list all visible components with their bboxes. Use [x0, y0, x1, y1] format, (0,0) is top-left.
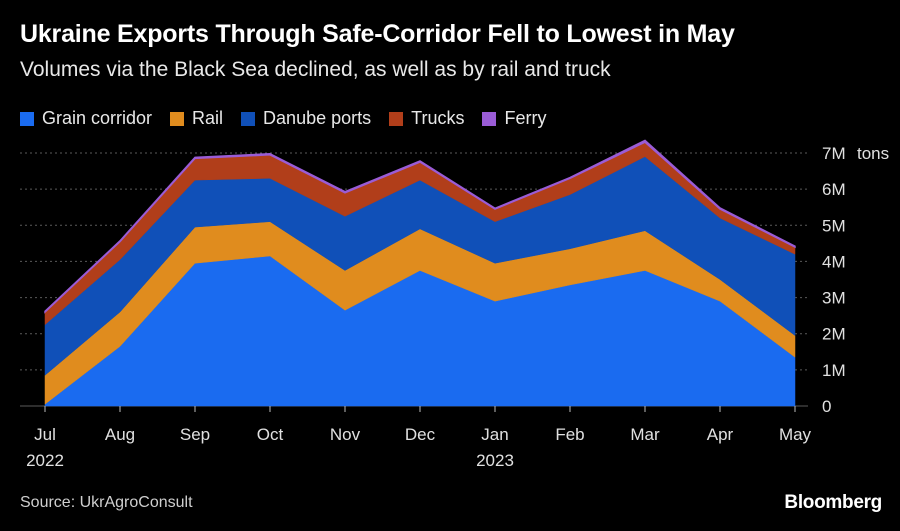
legend-label: Trucks	[411, 108, 465, 128]
source-note: Source: UkrAgroConsult	[20, 494, 193, 511]
x-tick-label: Jan	[481, 425, 508, 444]
x-tick-label: Dec	[405, 425, 436, 444]
legend-swatch	[389, 111, 404, 126]
x-tick-label: Apr	[707, 425, 734, 444]
y-tick-label: 1M	[822, 361, 846, 380]
x-tick-label: May	[779, 425, 812, 444]
y-unit-label: tons	[857, 144, 889, 163]
area-ferry	[44, 139, 796, 314]
legend-item-trucks: Trucks	[389, 108, 464, 129]
y-tick-label: 6M	[822, 180, 846, 199]
x-year-label: 2023	[476, 451, 514, 470]
legend-label: Rail	[192, 108, 224, 128]
legend-label: Grain corridor	[42, 108, 153, 128]
y-tick-label: 2M	[822, 325, 846, 344]
x-tick-label: Aug	[105, 425, 135, 444]
legend-label: Danube ports	[263, 108, 372, 128]
bloomberg-logo: Bloomberg	[784, 492, 882, 513]
x-tick-label: Oct	[257, 425, 284, 444]
legend-item-danube-ports: Danube ports	[241, 108, 371, 129]
x-tick-label: Nov	[330, 425, 361, 444]
x-axis-ticks: Jul Aug Sep Oct Nov Dec Jan Feb Mar Apr May 2022 202…	[26, 425, 811, 470]
legend-swatch	[241, 111, 256, 126]
y-axis-ticks: 0 1M 2M 3M 4M 5M 6M 7M tons	[822, 144, 889, 416]
x-tick-label: Sep	[180, 425, 210, 444]
chart-subtitle: Volumes via the Black Sea declined, as w…	[20, 58, 611, 81]
x-tick-label: Feb	[555, 425, 584, 444]
legend-swatch	[170, 111, 185, 126]
legend-swatch	[482, 111, 497, 126]
legend-item-ferry: Ferry	[482, 108, 546, 129]
y-tick-label: 4M	[822, 252, 846, 271]
legend-item-grain-corridor: Grain corridor	[20, 108, 152, 129]
y-tick-label: 7M	[822, 144, 846, 163]
y-tick-label: 0	[822, 397, 831, 416]
x-year-label: 2022	[26, 451, 64, 470]
legend: Grain corridor Rail Danube ports Trucks …	[20, 108, 546, 129]
x-tick-label: Jul	[34, 425, 56, 444]
legend-item-rail: Rail	[170, 108, 223, 129]
y-tick-label: 5M	[822, 216, 846, 235]
areas	[44, 139, 796, 412]
legend-label: Ferry	[504, 108, 547, 128]
x-tick-label: Mar	[630, 425, 660, 444]
chart-title: Ukraine Exports Through Safe-Corridor Fe…	[20, 20, 735, 48]
legend-swatch	[20, 111, 34, 126]
y-tick-label: 3M	[822, 289, 846, 308]
